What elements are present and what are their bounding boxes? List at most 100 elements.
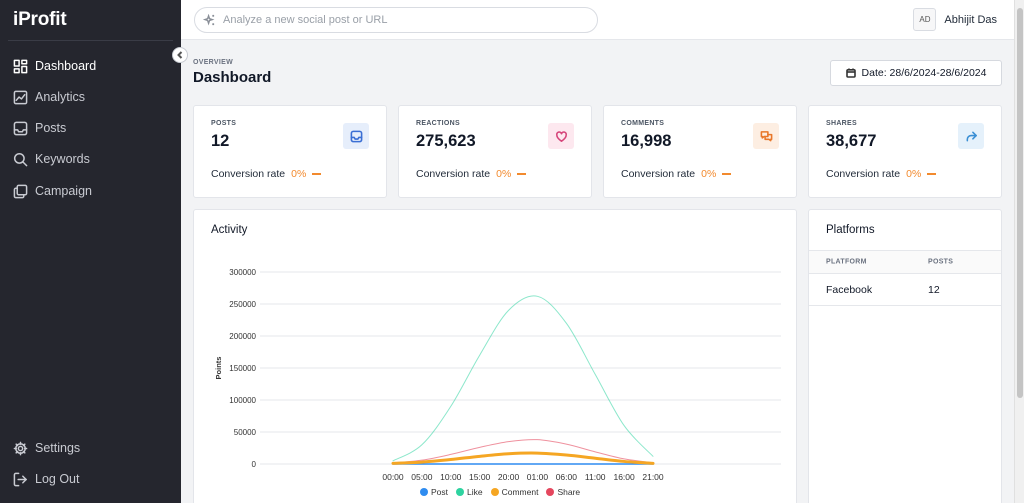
x-tick-label: 06:00 bbox=[556, 472, 578, 482]
stat-icon-box bbox=[548, 123, 574, 149]
scrollbar-thumb[interactable] bbox=[1017, 8, 1023, 398]
sidebar-item-label: Log Out bbox=[35, 472, 80, 486]
sidebar-item-analytics[interactable]: Analytics bbox=[13, 86, 85, 108]
conversion-rate: Conversion rate 0% bbox=[621, 168, 732, 180]
date-range-label: Date: 28/6/2024-28/6/2024 bbox=[861, 67, 987, 79]
gear-icon bbox=[13, 441, 28, 455]
y-tick-label: 150000 bbox=[229, 364, 256, 373]
stat-label: COMMENTS bbox=[621, 120, 665, 127]
y-tick-label: 300000 bbox=[229, 268, 256, 277]
copy-icon bbox=[13, 184, 28, 198]
platform-posts: 12 bbox=[928, 283, 940, 296]
calendar-icon bbox=[845, 68, 856, 78]
trend-flat-icon bbox=[927, 173, 937, 175]
legend-swatch bbox=[490, 488, 499, 496]
stat-card-posts: POSTS 12 Conversion rate 0% bbox=[193, 105, 387, 198]
stat-value: 38,677 bbox=[826, 132, 877, 150]
platform-name: Facebook bbox=[826, 283, 873, 296]
sidebar-item-label: Settings bbox=[35, 441, 81, 455]
dashboard-icon bbox=[13, 59, 28, 73]
sidebar-item-settings[interactable]: Settings bbox=[13, 437, 80, 459]
inbox-icon bbox=[350, 130, 362, 142]
date-range-button[interactable]: Date: 28/6/2024-28/6/2024 bbox=[830, 60, 1002, 86]
x-tick-label: 15:00 bbox=[469, 472, 491, 482]
sidebar-item-logout[interactable]: Log Out bbox=[13, 468, 79, 490]
conversion-label: Conversion rate bbox=[211, 168, 286, 180]
y-axis-label: Points bbox=[214, 357, 223, 380]
y-tick-label: 0 bbox=[252, 460, 257, 469]
comments-icon bbox=[760, 130, 772, 141]
conversion-value: 0% bbox=[496, 168, 512, 180]
legend-swatch bbox=[420, 488, 428, 496]
sidebar-item-keywords[interactable]: Keywords bbox=[13, 148, 90, 170]
scrollbar[interactable] bbox=[1014, 0, 1024, 503]
stat-card-shares: SHARES 38,677 Conversion rate 0% bbox=[808, 105, 1002, 198]
user-menu[interactable]: AD Abhijit Das bbox=[913, 8, 997, 31]
activity-card: Activity 300000 250000 200000 150000 100000 5… bbox=[193, 209, 797, 503]
chart-legend: Post Like Comment Share bbox=[420, 487, 580, 497]
stat-icon-box bbox=[958, 123, 984, 149]
conversion-value: 0% bbox=[906, 168, 922, 180]
legend-item-share[interactable]: Share bbox=[546, 487, 580, 497]
stat-label: REACTIONS bbox=[416, 120, 460, 127]
search-input[interactable] bbox=[223, 14, 583, 26]
table-row[interactable]: Facebook 12 bbox=[809, 274, 1001, 306]
share-icon bbox=[966, 131, 977, 141]
platforms-table-header: PLATFORM POSTS bbox=[809, 250, 1001, 274]
y-tick-label: 250000 bbox=[229, 300, 256, 309]
x-tick-label: 01:00 bbox=[527, 472, 549, 482]
y-tick-label: 100000 bbox=[229, 396, 256, 405]
search-bar[interactable] bbox=[194, 7, 598, 33]
legend-label: Comment bbox=[501, 487, 539, 497]
trend-flat-icon bbox=[517, 173, 527, 175]
sidebar-item-campaign[interactable]: Campaign bbox=[13, 180, 92, 202]
activity-chart: 300000 250000 200000 150000 100000 50000 0 Poin… bbox=[214, 268, 781, 482]
sidebar-item-dashboard[interactable]: Dashboard bbox=[13, 55, 96, 77]
legend-swatch bbox=[456, 488, 465, 496]
trend-flat-icon bbox=[722, 173, 732, 175]
series-line-comment bbox=[391, 451, 655, 465]
conversion-label: Conversion rate bbox=[826, 168, 901, 180]
page-title: Dashboard bbox=[193, 69, 272, 86]
page-overline: OVERVIEW bbox=[193, 59, 234, 66]
x-tick-label: 20:00 bbox=[498, 472, 520, 482]
legend-item-comment[interactable]: Comment bbox=[490, 487, 539, 497]
legend-item-like[interactable]: Like bbox=[456, 487, 483, 497]
sidebar-item-label: Campaign bbox=[35, 184, 92, 198]
conversion-rate: Conversion rate 0% bbox=[211, 168, 322, 180]
inbox-icon bbox=[13, 121, 28, 135]
sidebar-item-label: Keywords bbox=[35, 152, 90, 166]
user-name[interactable]: Abhijit Das bbox=[944, 13, 997, 26]
y-tick-label: 200000 bbox=[229, 332, 256, 341]
stat-icon-box bbox=[343, 123, 369, 149]
conversion-rate: Conversion rate 0% bbox=[416, 168, 527, 180]
search-icon bbox=[13, 152, 28, 166]
conversion-rate: Conversion rate 0% bbox=[826, 168, 937, 180]
conversion-value: 0% bbox=[701, 168, 717, 180]
sidebar-divider bbox=[8, 40, 173, 41]
conversion-value: 0% bbox=[291, 168, 307, 180]
analytics-icon bbox=[13, 90, 28, 104]
series-line-like bbox=[392, 295, 654, 462]
column-header-posts: POSTS bbox=[928, 258, 954, 266]
stat-value: 275,623 bbox=[416, 132, 476, 150]
legend-label: Share bbox=[557, 487, 581, 497]
legend-label: Post bbox=[431, 487, 449, 497]
trend-flat-icon bbox=[312, 173, 322, 175]
sidebar-item-posts[interactable]: Posts bbox=[13, 117, 66, 139]
sparkle-icon bbox=[203, 13, 215, 25]
stat-label: SHARES bbox=[826, 120, 857, 127]
series-line-share bbox=[392, 439, 654, 464]
x-tick-label: 05:00 bbox=[411, 472, 433, 482]
activity-title: Activity bbox=[211, 224, 248, 236]
stat-icon-box bbox=[753, 123, 779, 149]
x-tick-label: 21:00 bbox=[642, 472, 664, 482]
sidebar-collapse-button[interactable] bbox=[172, 47, 188, 63]
sidebar: iProfit Dashboard Analytics Posts Keywor… bbox=[0, 0, 181, 503]
chevron-left-icon bbox=[177, 51, 183, 59]
sidebar-item-label: Dashboard bbox=[35, 59, 97, 73]
avatar[interactable]: AD bbox=[913, 8, 937, 31]
legend-item-post[interactable]: Post bbox=[420, 487, 448, 497]
x-tick-label: 16:00 bbox=[613, 472, 635, 482]
brand-logo: iProfit bbox=[13, 9, 67, 30]
